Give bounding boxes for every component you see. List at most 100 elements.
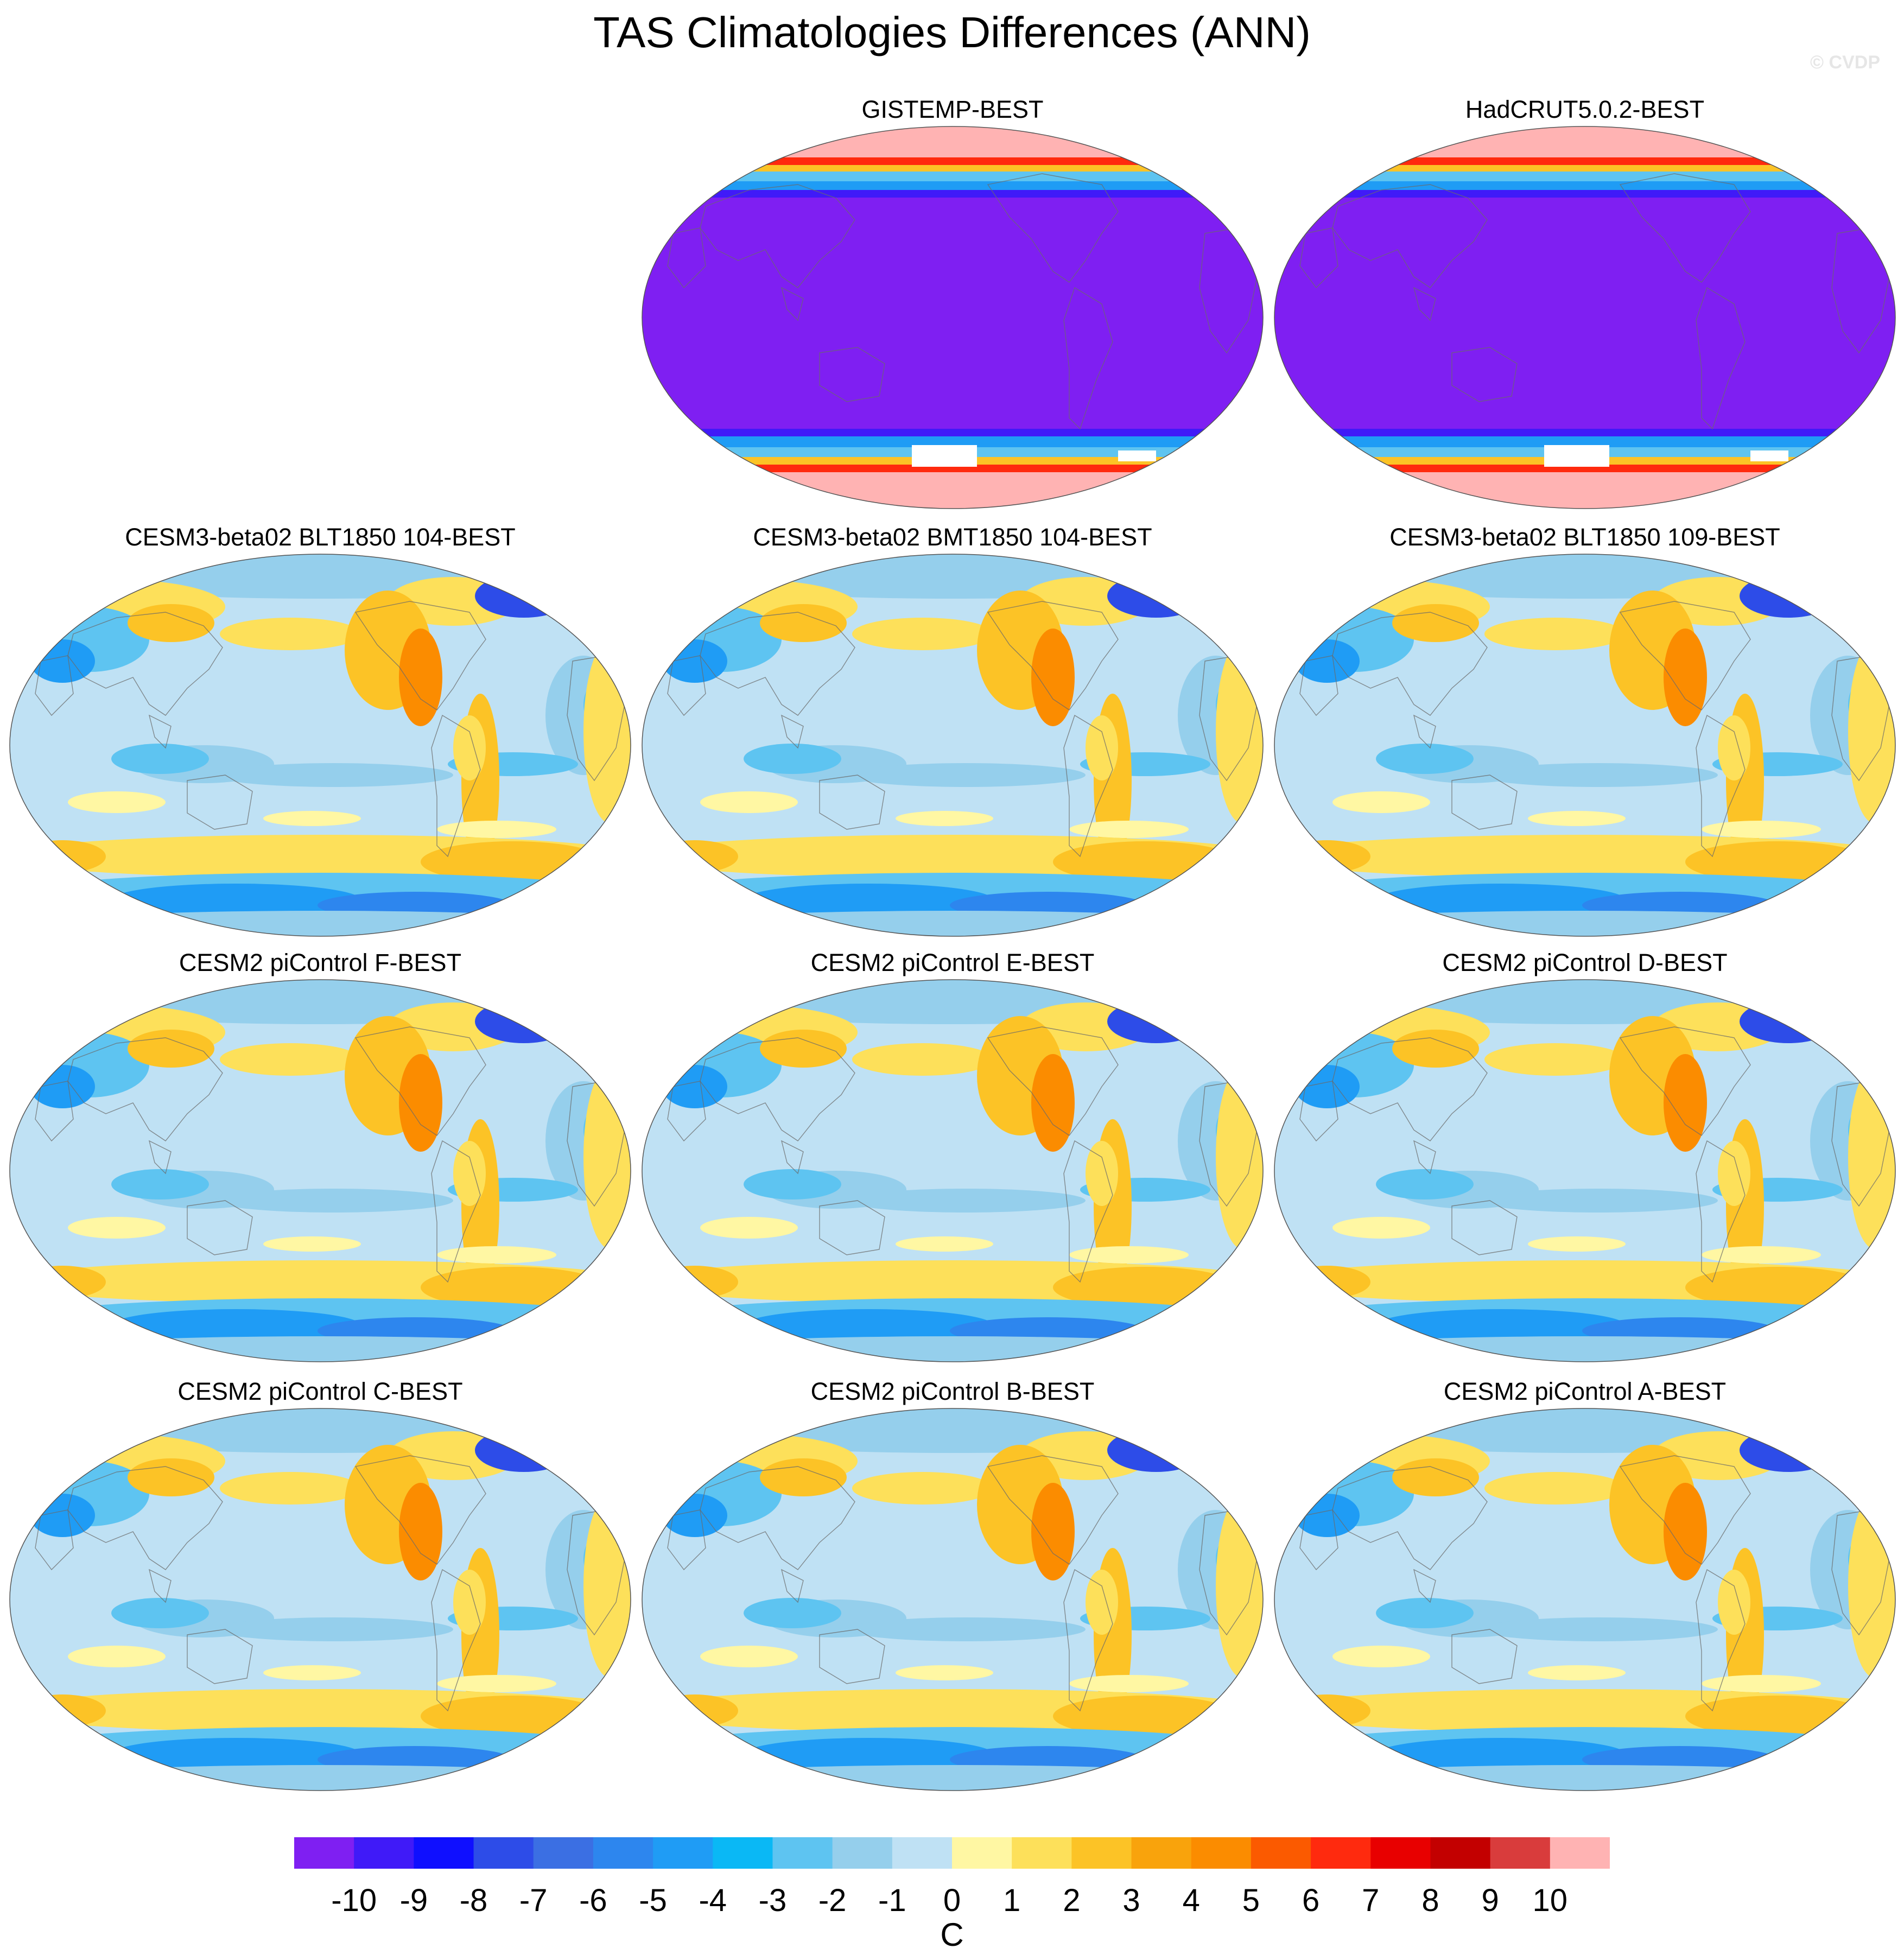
shaded-region bbox=[651, 1694, 738, 1727]
panel-title: CESM2 piControl C-BEST bbox=[177, 1378, 463, 1405]
coastline bbox=[1332, 1466, 1488, 1570]
latitude-band bbox=[642, 126, 1263, 157]
coastline bbox=[187, 1200, 253, 1255]
coastline bbox=[1063, 287, 1113, 430]
coastline bbox=[1063, 1569, 1113, 1712]
shaded-region bbox=[662, 639, 727, 683]
shaded-region bbox=[1718, 1141, 1750, 1206]
map-border bbox=[9, 554, 631, 937]
shaded-region bbox=[1664, 1483, 1707, 1580]
latitude-band bbox=[642, 172, 1263, 181]
shaded-region bbox=[437, 821, 556, 838]
coastline bbox=[431, 1140, 481, 1283]
shaded-region bbox=[30, 1494, 95, 1537]
latitude-band bbox=[642, 436, 1263, 447]
shaded-region bbox=[1284, 840, 1370, 873]
colorbar-tick-label: 2 bbox=[1063, 1883, 1081, 1918]
shaded-region bbox=[1484, 1043, 1626, 1076]
map-panel-cesm2-e: CESM2 piControl E-BEST bbox=[640, 949, 1265, 1367]
coastline bbox=[187, 1629, 253, 1684]
coastline bbox=[354, 1455, 486, 1565]
colorbar-swatch bbox=[1490, 1837, 1551, 1869]
coastline bbox=[1619, 173, 1751, 283]
shaded-region bbox=[453, 1570, 486, 1635]
shaded-region bbox=[744, 744, 841, 774]
colorbar-swatch bbox=[1430, 1837, 1491, 1869]
shaded-region bbox=[19, 1266, 106, 1298]
map-panel-cesm2-b: CESM2 piControl B-BEST bbox=[640, 1378, 1265, 1795]
shaded-region bbox=[214, 1617, 453, 1641]
shaded-region bbox=[1740, 1000, 1837, 1043]
map-panel-cesm2-d: CESM2 piControl D-BEST bbox=[1273, 949, 1897, 1367]
map-plot bbox=[642, 979, 1264, 1362]
map-border bbox=[642, 554, 1264, 937]
coastline bbox=[819, 775, 885, 830]
colorbar-swatch bbox=[1191, 1837, 1252, 1869]
latitude-band bbox=[1274, 465, 1895, 472]
shaded-region bbox=[399, 1054, 442, 1152]
shaded-region bbox=[453, 1141, 486, 1206]
latitude-band bbox=[1274, 436, 1895, 447]
shaded-region bbox=[1086, 1141, 1118, 1206]
shaded-region bbox=[1281, 911, 1889, 936]
shaded-region bbox=[649, 911, 1256, 936]
panel-title: CESM2 piControl A-BEST bbox=[1443, 1378, 1727, 1405]
shaded-region bbox=[16, 911, 624, 936]
shaded-region bbox=[1376, 1598, 1474, 1628]
shaded-region bbox=[1718, 1570, 1750, 1635]
shaded-region bbox=[1826, 1711, 1892, 1754]
coastline bbox=[987, 601, 1119, 710]
shaded-region bbox=[744, 884, 993, 916]
shaded-region bbox=[852, 618, 993, 650]
coastline bbox=[35, 655, 74, 716]
colorbar-tick-label: 9 bbox=[1481, 1883, 1499, 1918]
coastline bbox=[1451, 347, 1518, 402]
latitude-band bbox=[1274, 172, 1895, 181]
shaded-region bbox=[1069, 1246, 1189, 1264]
coastline bbox=[354, 601, 486, 710]
coastline bbox=[1063, 1140, 1113, 1283]
latitude-band bbox=[1274, 126, 1895, 157]
shaded-region bbox=[214, 1189, 453, 1213]
shaded-region bbox=[1702, 1246, 1821, 1264]
shaded-region bbox=[744, 1598, 841, 1628]
shaded-region bbox=[475, 574, 573, 618]
colorbar-swatch bbox=[354, 1837, 414, 1869]
coastline bbox=[987, 1026, 1119, 1136]
shaded-region bbox=[896, 811, 993, 826]
shaded-region bbox=[111, 1598, 209, 1628]
colorbar-swatch bbox=[653, 1837, 713, 1869]
shaded-region bbox=[1281, 1765, 1889, 1791]
shaded-region bbox=[1274, 980, 1895, 1024]
coastline bbox=[431, 1569, 481, 1712]
shaded-region bbox=[847, 1617, 1086, 1641]
shaded-region bbox=[68, 1217, 166, 1239]
panel-title: HadCRUT5.0.2-BEST bbox=[1465, 96, 1705, 123]
shaded-region bbox=[852, 1043, 993, 1076]
coastline bbox=[780, 287, 804, 321]
missing-data-patch bbox=[1544, 445, 1609, 467]
coastline bbox=[987, 173, 1119, 283]
shaded-region bbox=[1294, 1494, 1360, 1537]
colorbar-swatch bbox=[1071, 1837, 1132, 1869]
colorbar-tick-label: 5 bbox=[1242, 1883, 1260, 1918]
shaded-region bbox=[1528, 811, 1626, 826]
shaded-region bbox=[1718, 715, 1750, 780]
shaded-region bbox=[30, 1065, 95, 1108]
colorbar-tick-label: 7 bbox=[1362, 1883, 1380, 1918]
shaded-region bbox=[1392, 1030, 1479, 1068]
colorbar-swatch bbox=[1311, 1837, 1371, 1869]
shaded-region bbox=[1528, 1236, 1626, 1252]
latitude-band bbox=[1274, 165, 1895, 172]
map-plot bbox=[642, 126, 1264, 509]
shaded-region bbox=[562, 856, 627, 900]
coastline bbox=[1299, 1509, 1338, 1571]
coastline bbox=[187, 775, 253, 830]
shaded-region bbox=[1392, 1458, 1479, 1496]
shaded-region bbox=[1294, 1065, 1360, 1108]
map-border bbox=[1274, 1408, 1896, 1791]
shaded-region bbox=[1376, 1309, 1626, 1342]
coastline bbox=[148, 1569, 172, 1603]
shaded-region bbox=[1479, 1189, 1718, 1213]
map-border bbox=[1274, 126, 1896, 509]
